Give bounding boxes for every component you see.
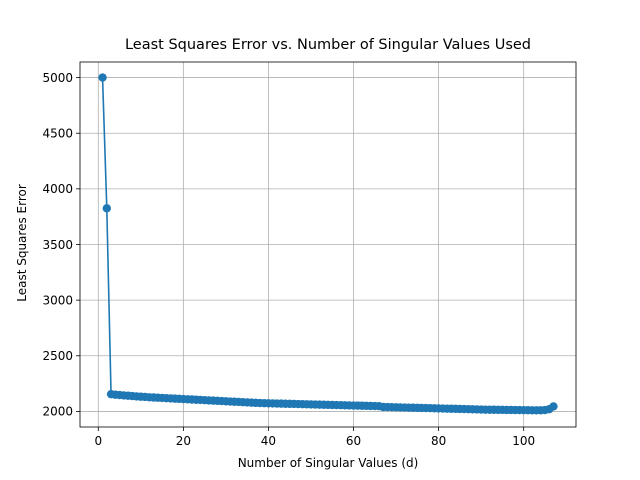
axes: 0 20 40 60 80 100 2000 2500 3000 3500 4000 4500 5000 (42, 61, 577, 448)
x-tick-label: 60 (346, 434, 361, 448)
y-axis-label: Least Squares Error (15, 184, 29, 302)
y-tick-label: 3000 (42, 293, 73, 307)
data-point (549, 402, 558, 411)
data-point (98, 73, 107, 82)
y-tick-label: 4000 (42, 182, 73, 196)
y-tick-label: 5000 (42, 71, 73, 85)
y-tick-label: 2500 (42, 349, 73, 363)
data-point (102, 204, 112, 213)
x-tick-label: 40 (261, 434, 276, 448)
x-tick-label: 0 (94, 434, 102, 448)
y-tick-label: 2000 (42, 405, 73, 419)
grid (80, 62, 576, 427)
y-tick-label: 3500 (42, 238, 73, 252)
y-tick-label: 4500 (42, 127, 73, 141)
data-series (98, 73, 558, 415)
x-tick-label: 20 (176, 434, 191, 448)
chart-title: Least Squares Error vs. Number of Singul… (125, 37, 531, 53)
x-tick-label: 100 (512, 434, 535, 448)
plot-frame (79, 61, 577, 428)
x-axis-label: Number of Singular Values (d) (238, 456, 419, 470)
x-tick-label: 80 (431, 434, 446, 448)
